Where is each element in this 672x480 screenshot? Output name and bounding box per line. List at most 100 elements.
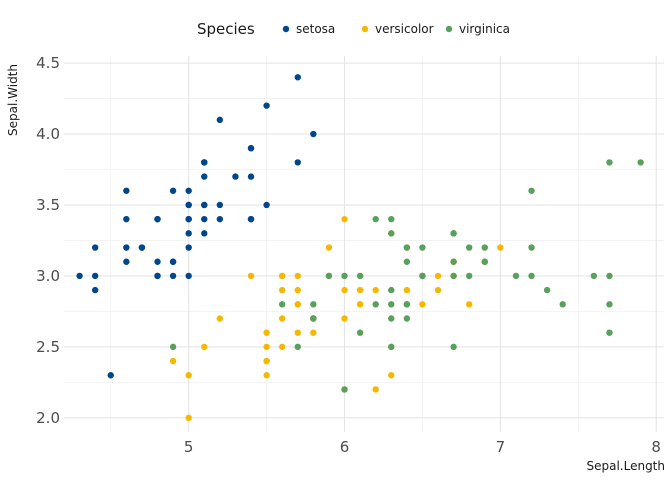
data-point-virginica [528,272,535,280]
data-point-versicolor [263,329,270,336]
data-point-versicolor [419,301,426,308]
y-axis-ticks: 2.0 2.5 3.0 3.5 4.0 4.5 [36,54,60,427]
data-point-setosa [154,215,161,223]
data-point-versicolor [325,244,333,251]
x-axis-title: Sepal.Length [586,459,665,473]
data-point-virginica [325,272,333,280]
data-point-virginica [310,301,317,308]
data-point-virginica [419,272,426,280]
data-point-virginica [606,301,613,308]
data-point-virginica [388,230,395,237]
data-point-versicolor [341,315,348,322]
data-point-setosa [169,258,177,265]
data-point-versicolor [356,301,364,308]
y-tick-label: 3.5 [36,196,60,214]
y-tick-label: 3.0 [36,267,60,285]
data-point-setosa [247,215,255,223]
data-point-versicolor [263,372,270,379]
data-point-versicolor [341,215,348,223]
data-point-virginica [606,159,613,166]
x-tick-label: 6 [340,438,350,456]
data-point-versicolor [465,301,473,308]
data-point-virginica [341,272,348,280]
data-point-versicolor [185,414,192,422]
data-point-virginica [450,230,457,237]
data-point-setosa [123,187,130,194]
data-point-setosa [169,272,177,280]
data-point-virginica [450,272,457,280]
data-point-setosa [76,272,83,280]
y-tick-label: 2.5 [36,338,60,356]
data-point-setosa [107,372,114,379]
data-point-setosa [123,244,130,251]
x-tick-label: 7 [496,438,506,456]
data-point-virginica [169,343,177,351]
data-point-virginica [403,301,411,308]
data-point-setosa [91,244,99,251]
y-tick-label: 2.0 [36,409,60,427]
data-point-virginica [356,272,364,280]
data-point-virginica [606,329,613,336]
x-tick-label: 8 [651,438,661,456]
data-point-setosa [91,286,99,294]
data-point-versicolor [278,343,286,351]
data-point-virginica [356,329,364,336]
data-point-setosa [123,258,130,265]
data-point-setosa [185,272,192,280]
legend-label-versicolor: versicolor [375,22,434,36]
data-point-virginica [310,315,317,322]
data-point-setosa [138,244,146,251]
data-point-virginica [450,343,457,351]
data-point-setosa [201,201,208,209]
y-axis-title: Sepal.Width [6,64,20,136]
data-point-versicolor [216,315,224,322]
data-point-virginica [388,215,395,223]
data-point-virginica [543,286,551,294]
data-point-setosa [91,272,99,280]
data-point-versicolor [497,244,504,251]
data-point-setosa [185,215,192,223]
legend-title: Species [197,20,255,38]
data-point-versicolor [403,286,411,294]
data-point-setosa [123,215,130,223]
data-point-versicolor [294,301,301,308]
data-point-versicolor [278,272,286,280]
legend: Species setosa versicolor virginica [197,20,510,38]
data-point-setosa [185,187,192,194]
data-point-versicolor [388,372,395,379]
data-point-versicolor [294,272,301,280]
data-point-versicolor [201,343,208,351]
data-point-versicolor [372,386,379,393]
x-tick-label: 5 [184,438,194,456]
data-point-setosa [247,145,255,152]
data-point-virginica [481,244,488,251]
data-point-virginica [388,315,395,322]
data-point-versicolor [341,286,348,294]
data-point-setosa [185,244,192,251]
data-point-setosa [201,159,208,166]
data-point-setosa [247,173,255,180]
data-point-virginica [528,187,535,194]
legend-marker-versicolor [361,25,369,33]
data-point-virginica [637,159,644,166]
data-point-setosa [263,102,270,109]
data-point-virginica [372,301,379,308]
data-point-virginica [606,272,613,280]
data-point-virginica [294,343,301,351]
data-point-virginica [528,244,535,251]
data-point-setosa [185,201,192,209]
data-point-virginica [388,301,395,308]
legend-label-setosa: setosa [296,22,335,36]
data-point-virginica [419,244,426,251]
data-point-setosa [294,159,301,166]
data-point-setosa [201,230,208,237]
data-point-virginica [590,272,598,280]
data-point-versicolor [263,357,270,365]
data-point-setosa [154,272,161,280]
data-points [76,74,644,422]
data-point-versicolor [294,329,301,336]
data-point-setosa [185,230,192,237]
data-point-versicolor [263,343,270,351]
data-point-virginica [372,215,379,223]
